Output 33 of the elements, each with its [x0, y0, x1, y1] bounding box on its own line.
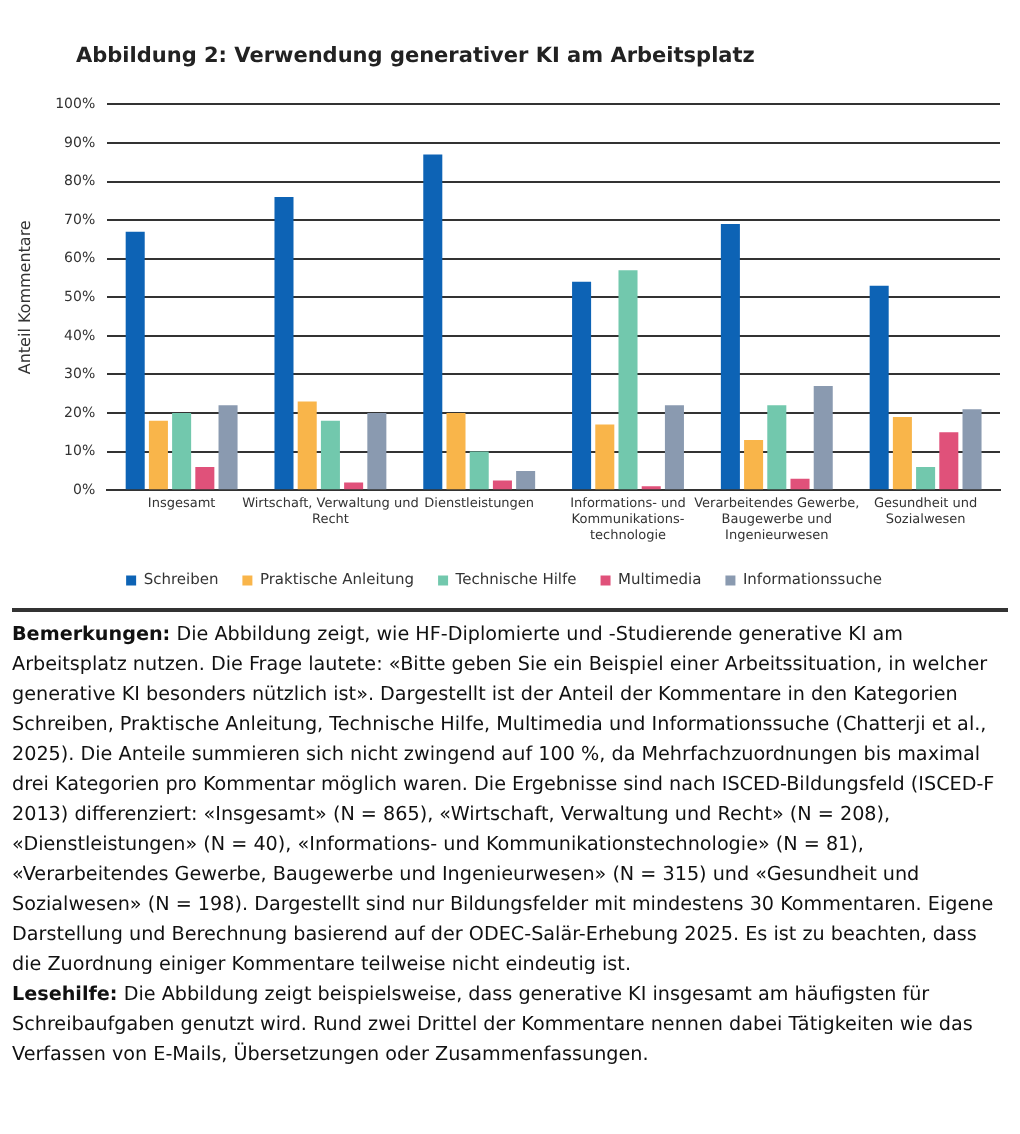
bar	[939, 432, 959, 490]
bar	[813, 386, 833, 490]
bar	[572, 281, 592, 490]
bar	[595, 424, 615, 490]
bar	[916, 467, 936, 490]
bar	[320, 420, 340, 490]
bar	[469, 451, 489, 490]
bar	[344, 482, 364, 490]
bar	[516, 470, 536, 490]
bar	[274, 196, 294, 490]
bar	[869, 285, 889, 490]
bar	[962, 409, 982, 490]
bar	[790, 478, 810, 490]
bar	[446, 413, 466, 490]
bar	[195, 467, 215, 490]
bar	[892, 416, 912, 490]
text: Lesehilfe: Die Abbildung zeigt beispielsweise, dass generative KI insgesamt am häufigsten für Schreibaufgaben genutzt wird. Rund zwei Drittel der Kommentare nennen dabei Tätigkeiten wie das Verfassen von E-Mails, Übersetzungen oder Zusammenfassungen.	[12, 982, 975, 1070]
bar	[618, 270, 638, 490]
bar	[172, 413, 192, 490]
bar	[423, 154, 443, 490]
bar	[148, 420, 168, 490]
bar	[664, 405, 684, 490]
bar	[767, 405, 787, 490]
bar	[218, 405, 238, 490]
chart-title: Abbildung 2: Verwendung generativer KI am Arbeitsplatz	[74, 42, 757, 72]
bar	[720, 224, 740, 490]
bar	[125, 231, 145, 490]
bar	[367, 413, 387, 490]
y-axis-title: Anteil Kommentare	[15, 220, 34, 375]
bar	[492, 480, 512, 490]
bar	[744, 440, 764, 490]
bar	[297, 401, 317, 490]
text: Bemerkungen: Die Abbildung zeigt, wie HF-Diplomierte und -Studierende generative KI am Arbeitsplatz nutzen. Die Frage lautete: «Bitte geben Sie ein Beispiel einer Arbeitssituation, in welcher generative KI besonders nützlich ist». Dargestellt ist der Anteil der Kommentare in den Kategorien Schreiben, Praktische Anleitung, Technische Hilfe, Multimedia und Informationssuche (Chatterji et al., 2025). Die Anteile summieren sich nicht zwingend auf 100 %, da Mehrfachzuordnungen bis maximal drei Kategorien pro Kommentar möglich waren. Die Ergebnisse sind nach ISCED-Bildungsfeld (ISCED-F 2013) differenziert: «Insgesamt» (N = 865), «Wirtschaft, Verwaltung und Recht» (N = 208), «Dienstleistungen» (N = 40), «Informations- und Kommunikationstechnologie» (N = 81), «Verarbeitendes Gewerbe, Baugewerbe und Ingenieurwesen» (N = 315) und «Gesundheit und Sozialwesen» (N = 198). Dargestellt sind nur Bildungsfelder mit mindestens 30 Kommentaren. Eigene Darstellung und Berechnung basierend auf der ODEC-Salär-Erhebung 2025. Es ist zu beachten, dass die Zuordnung einiger Kommentare teilweise nicht eindeutig ist.	[12, 624, 995, 976]
